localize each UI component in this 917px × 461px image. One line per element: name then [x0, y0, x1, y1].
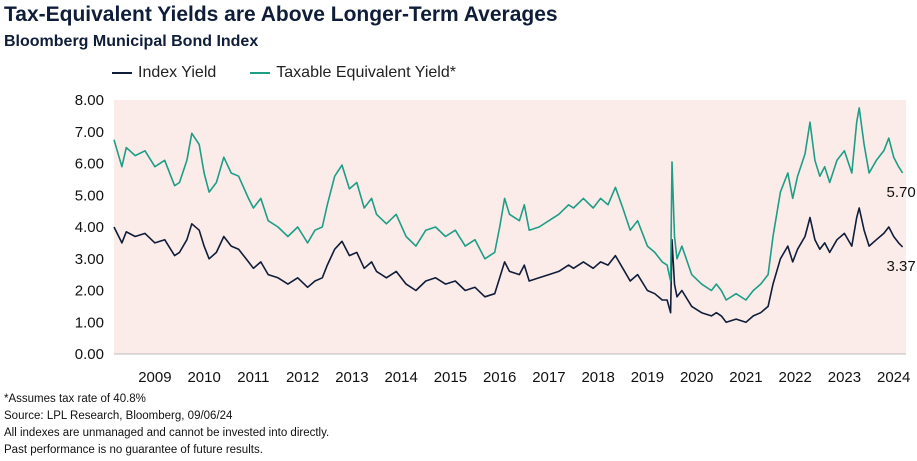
- chart-subtitle: Bloomberg Municipal Bond Index: [4, 33, 259, 50]
- y-tick-label: 1.00: [75, 314, 104, 331]
- end-value-label: 3.37: [887, 258, 916, 275]
- x-tick-label: 2023: [828, 369, 861, 386]
- x-tick-label: 2015: [434, 369, 467, 386]
- footnotes: *Assumes tax rate of 40.8% Source: LPL R…: [4, 391, 329, 459]
- x-tick-label: 2011: [237, 369, 269, 386]
- legend-label-taxable-equivalent-yield: Taxable Equivalent Yield*: [276, 64, 456, 81]
- legend-item-taxable-equivalent-yield: Taxable Equivalent Yield*: [250, 64, 456, 82]
- series-line-taxable-equivalent-yield: [113, 107, 904, 301]
- chart-title: Tax-Equivalent Yields are Above Longer-T…: [4, 3, 558, 26]
- legend-label-index-yield: Index Yield: [138, 64, 217, 81]
- x-tick-label: 2018: [581, 369, 614, 386]
- y-tick-label: 6.00: [75, 156, 104, 173]
- x-tick-label: 2016: [483, 369, 516, 386]
- footnote-performance-disclaimer: Past performance is no guarantee of futu…: [4, 444, 263, 456]
- footnote-tax-rate: *Assumes tax rate of 40.8%: [4, 393, 146, 405]
- x-tick-label: 2024: [877, 369, 910, 386]
- x-tick-label: 2021: [729, 369, 762, 386]
- plot-background: [114, 100, 906, 354]
- y-tick-label: 2.00: [75, 283, 104, 300]
- line-chart: 0.00 1.00 2.00 3.00 4.00 5.00 6.00 7.00 8.00 200…: [75, 92, 916, 386]
- x-tick-label: 2013: [335, 369, 368, 386]
- legend-swatch-index-yield: [112, 72, 132, 74]
- footnote-source: Source: LPL Research, Bloomberg, 09/06/2…: [4, 410, 233, 422]
- x-tick-label: 2022: [778, 369, 811, 386]
- x-tick-label: 2017: [532, 369, 565, 386]
- legend-swatch-taxable-equivalent-yield: [250, 72, 271, 74]
- x-tick-label: 2014: [384, 369, 417, 386]
- series-line-index-yield: [113, 207, 904, 324]
- legend: Index Yield Taxable Equivalent Yield*: [112, 64, 490, 82]
- x-tick-label: 2012: [286, 369, 319, 386]
- y-tick-label: 7.00: [75, 124, 104, 141]
- x-tick-label: 2009: [138, 369, 171, 386]
- legend-item-index-yield: Index Yield: [112, 64, 216, 82]
- y-tick-label: 4.00: [75, 219, 104, 236]
- y-tick-label: 0.00: [75, 346, 104, 363]
- x-tick-label: 2019: [631, 369, 664, 386]
- y-tick-label: 8.00: [75, 92, 104, 109]
- x-tick-label: 2010: [187, 369, 220, 386]
- footnote-indexes-disclaimer: All indexes are unmanaged and cannot be …: [4, 427, 330, 439]
- x-tick-label: 2020: [680, 369, 713, 386]
- y-tick-label: 3.00: [75, 251, 104, 268]
- end-value-label: 5.70: [887, 184, 916, 201]
- y-tick-label: 5.00: [75, 187, 104, 204]
